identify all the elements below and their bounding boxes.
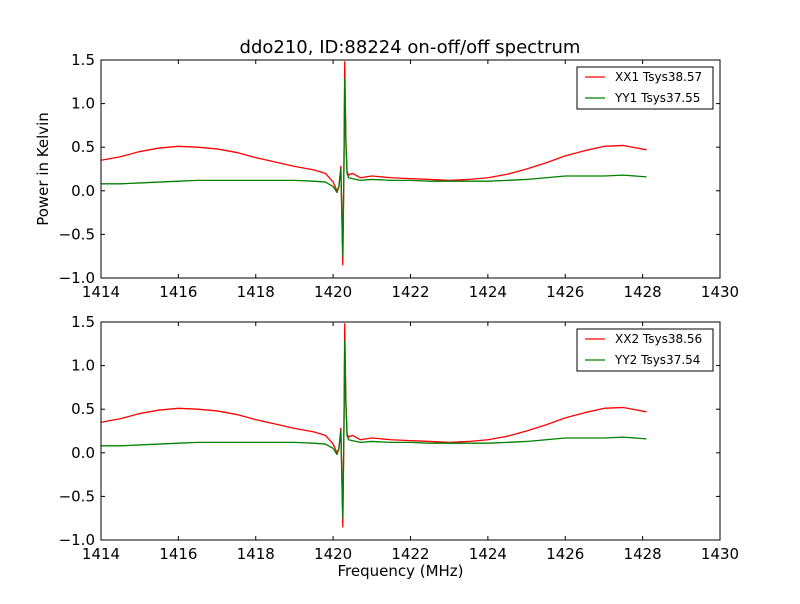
x-tick-label: 1414 <box>82 283 120 301</box>
y-tick-label: −1.0 <box>59 269 95 287</box>
x-tick-label: 1426 <box>546 283 584 301</box>
y-tick-label: 1.0 <box>71 357 95 375</box>
legend-label: YY1 Tsys37.55 <box>614 91 700 105</box>
x-tick-label: 1420 <box>314 545 352 563</box>
x-tick-label: 1416 <box>159 545 197 563</box>
x-tick-label: 1418 <box>237 545 275 563</box>
x-tick-label: 1428 <box>624 283 662 301</box>
y-tick-label: 1.5 <box>71 313 95 331</box>
top-panel: 1414 1416 1418 1420 1422 1424 1426 1428 1430 −1.0… <box>34 51 739 301</box>
x-tick-label: 1430 <box>701 545 739 563</box>
legend-label: XX1 Tsys38.57 <box>615 70 702 84</box>
y-tick-label: 0.5 <box>71 138 95 156</box>
x-tick-label: 1424 <box>469 283 507 301</box>
legend: XX1 Tsys38.57 YY1 Tsys37.55 <box>576 66 714 110</box>
series-line-yy <box>101 340 647 519</box>
y-tick-label: −0.5 <box>59 487 95 505</box>
legend-box <box>576 328 714 372</box>
x-tick-label: 1422 <box>391 283 429 301</box>
y-tick-label: 0.0 <box>71 444 95 462</box>
y-tick-label: 1.5 <box>71 51 95 69</box>
legend-label: XX2 Tsys38.56 <box>615 332 702 346</box>
y-tick-label: 1.0 <box>71 95 95 113</box>
y-tick-label: 0.5 <box>71 400 95 418</box>
x-tick-label: 1424 <box>469 545 507 563</box>
legend-label: YY2 Tsys37.54 <box>614 353 700 367</box>
chart-title: ddo210, ID:88224 on-off/off spectrum <box>240 37 581 58</box>
y-tick-label: −1.0 <box>59 531 95 549</box>
x-tick-label: 1426 <box>546 545 584 563</box>
series-line-yy <box>101 78 647 257</box>
x-tick-label: 1430 <box>701 283 739 301</box>
x-tick-label: 1422 <box>391 545 429 563</box>
x-tick-label: 1428 <box>624 545 662 563</box>
x-tick-label: 1420 <box>314 283 352 301</box>
x-tick-label: 1418 <box>237 283 275 301</box>
y-axis-label: Power in Kelvin <box>34 112 52 226</box>
x-axis-label: Frequency (MHz) <box>337 562 463 580</box>
y-tick-label: 0.0 <box>71 182 95 200</box>
legend-box <box>576 66 714 110</box>
bottom-panel: 1414 1416 1418 1420 1422 1424 1426 1428 1430 −1.0… <box>59 313 740 580</box>
y-tick-label: −0.5 <box>59 225 95 243</box>
x-tick-label: 1416 <box>159 283 197 301</box>
legend: XX2 Tsys38.56 YY2 Tsys37.54 <box>576 328 714 372</box>
x-tick-label: 1414 <box>82 545 120 563</box>
